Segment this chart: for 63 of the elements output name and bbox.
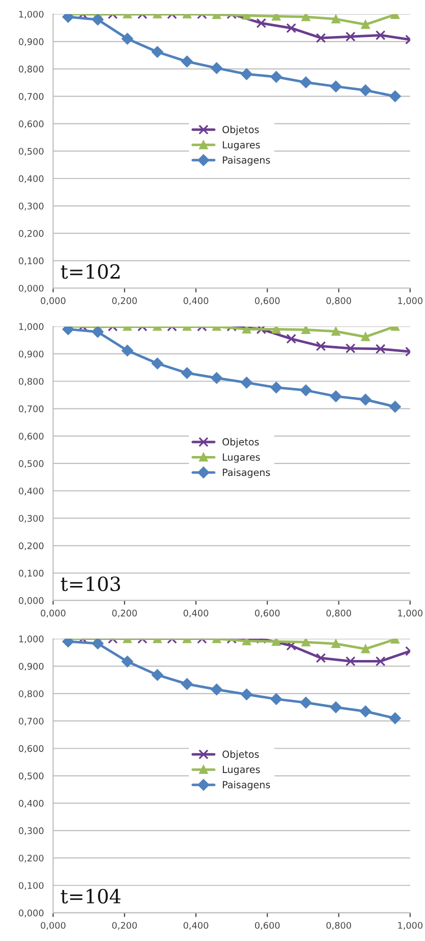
y-tick-label: 0,400: [18, 175, 44, 183]
annotation: t=103: [60, 576, 120, 592]
y-tick-label: 0,900: [18, 662, 44, 671]
x-tick-label: 0,200: [112, 297, 137, 306]
x-tick-label: 0,800: [326, 610, 352, 618]
x-tick-label: 0,600: [255, 922, 280, 930]
y-tick-label: 0,200: [18, 542, 44, 550]
legend-label: Objetos: [222, 750, 259, 760]
x-tick-label: 0,400: [184, 297, 208, 306]
y-tick-label: 0,900: [18, 350, 44, 358]
y-tick-label: 0,300: [18, 202, 44, 210]
legend-label: Lugares: [222, 766, 260, 776]
x-tick-label: 0,000: [40, 297, 66, 306]
x-tick-label: 1,000: [398, 297, 422, 306]
x-tick-label: 0,200: [112, 922, 137, 930]
y-tick-label: 0,700: [18, 405, 44, 414]
x-tick-label: 0,000: [40, 610, 66, 618]
x-tick-label: 0,800: [326, 922, 352, 930]
y-tick-label: 0,400: [18, 800, 44, 808]
y-tick-label: 0,100: [18, 882, 44, 890]
x-tick-label: 0,600: [255, 610, 280, 618]
x-tick-label: 1,000: [398, 610, 422, 618]
x-tick-label: 0,400: [184, 610, 208, 618]
y-tick-label: 0,500: [18, 772, 44, 780]
annotation: t=102: [60, 264, 120, 279]
x-tick-label: 0,800: [326, 297, 352, 306]
x-tick-label: 0,600: [255, 297, 280, 306]
legend-label: Paisagens: [222, 468, 270, 478]
y-tick-label: 0,900: [18, 38, 44, 46]
y-tick-label: 0,200: [18, 854, 44, 862]
y-tick-label: 0,500: [18, 148, 44, 156]
y-tick-label: 0,000: [18, 284, 44, 293]
legend-label: Lugares: [222, 141, 260, 150]
y-tick-label: 0,000: [18, 910, 44, 918]
y-tick-label: 0,000: [18, 597, 44, 605]
y-tick-label: 0,100: [18, 257, 44, 266]
y-tick-label: 0,600: [18, 120, 44, 128]
legend-label: Objetos: [222, 438, 259, 448]
x-tick-label: 0,000: [40, 922, 66, 930]
y-tick-label: 0,800: [18, 378, 44, 386]
y-tick-label: 1,000: [19, 10, 44, 19]
annotation: t=104: [60, 888, 121, 904]
y-tick-label: 0,700: [18, 718, 44, 726]
x-tick-label: 1,000: [398, 922, 422, 930]
legend-label: Lugares: [222, 454, 260, 463]
y-tick-label: 0,600: [18, 432, 44, 441]
legend-label: Paisagens: [222, 780, 270, 790]
y-tick-label: 1,000: [19, 636, 44, 644]
legend-label: Paisagens: [222, 156, 270, 166]
x-tick-label: 0,200: [112, 610, 137, 618]
y-tick-label: 0,400: [18, 488, 44, 496]
y-tick-label: 0,300: [18, 514, 44, 523]
y-tick-label: 0,800: [18, 66, 44, 74]
y-tick-label: 0,300: [18, 827, 44, 836]
y-tick-label: 0,800: [18, 690, 44, 698]
y-tick-label: 0,700: [18, 93, 44, 101]
y-tick-label: 0,600: [18, 745, 44, 753]
y-tick-label: 1,000: [19, 323, 44, 331]
y-tick-label: 0,100: [18, 570, 44, 578]
y-tick-label: 0,200: [18, 230, 44, 238]
y-tick-label: 0,500: [18, 460, 44, 468]
legend-label: Objetos: [222, 126, 259, 136]
x-tick-label: 0,400: [184, 922, 208, 930]
